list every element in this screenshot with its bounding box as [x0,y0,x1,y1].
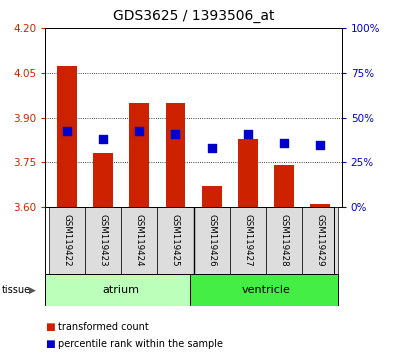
Point [172,131,179,137]
Bar [229,207,266,274]
Bar [266,207,302,274]
Text: GSM119429: GSM119429 [316,215,325,267]
Bar [310,204,330,207]
Text: transformed count: transformed count [58,321,149,332]
Text: ■: ■ [45,321,55,332]
Point [317,142,323,147]
Bar [166,103,185,207]
Point [281,140,287,146]
Bar [158,207,194,274]
Bar [130,103,149,207]
Bar [49,207,85,274]
Text: percentile rank within the sample: percentile rank within the sample [58,339,224,349]
Text: ■: ■ [45,339,55,349]
Bar [57,65,77,207]
Bar [85,207,121,274]
Bar [274,165,294,207]
Text: tissue: tissue [2,285,31,295]
Bar [238,138,258,207]
Text: GSM119425: GSM119425 [171,215,180,267]
Point [64,128,70,134]
Bar [302,207,338,274]
Text: atrium: atrium [103,285,140,295]
Text: ▶: ▶ [29,286,36,295]
Bar [45,274,194,306]
Bar [93,154,113,207]
Point [245,131,251,137]
Bar [190,274,338,306]
Text: ventricle: ventricle [241,285,290,295]
Text: GSM119424: GSM119424 [135,215,144,267]
Point [136,128,143,134]
Text: GSM119428: GSM119428 [279,215,288,267]
Point [209,145,215,150]
Text: GSM119422: GSM119422 [62,215,71,267]
Bar [121,207,158,274]
Text: GDS3625 / 1393506_at: GDS3625 / 1393506_at [113,9,274,23]
Text: GSM119427: GSM119427 [243,215,252,267]
Point [100,136,106,141]
Text: GSM119426: GSM119426 [207,215,216,267]
Bar [194,207,229,274]
Bar [202,186,222,207]
Text: GSM119423: GSM119423 [99,215,108,267]
